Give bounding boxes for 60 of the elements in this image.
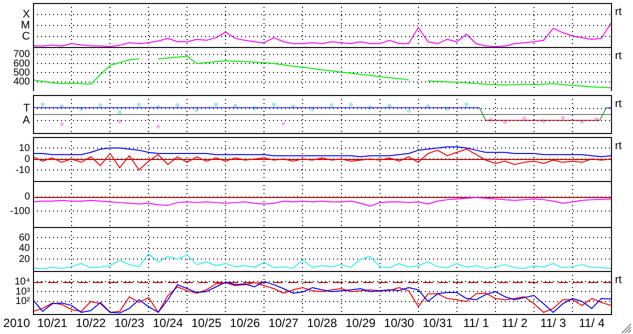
point	[330, 103, 334, 108]
y-tick-label: 0	[24, 154, 30, 165]
x-tick-label: 10/30	[384, 316, 414, 330]
point	[522, 116, 526, 120]
point	[194, 108, 199, 112]
x-tick-label: 10/26	[230, 316, 260, 330]
point	[176, 103, 180, 108]
y-tick-label: 10²	[16, 296, 31, 308]
y-tick-label: 40	[18, 243, 30, 254]
y-tick-label: 60	[18, 232, 30, 244]
text: rt	[615, 98, 622, 110]
point	[272, 102, 276, 106]
x-tick-label: 10/31	[422, 316, 453, 330]
x-tick-label: 10/24	[152, 316, 184, 330]
x-tick-label: 11/ 4	[578, 316, 605, 330]
point	[214, 102, 218, 106]
text: rt	[615, 6, 622, 18]
point	[156, 124, 160, 129]
text: M	[20, 20, 30, 32]
y-tick-label: -10	[16, 164, 30, 176]
point	[40, 102, 45, 106]
text: rt	[615, 50, 622, 62]
text: A	[22, 114, 31, 127]
x-tick-label: 10/29	[346, 316, 376, 330]
y-tick-label: 500	[13, 67, 30, 78]
point	[310, 108, 314, 112]
point	[464, 102, 468, 106]
point	[118, 120, 122, 124]
point	[118, 110, 122, 114]
x-tick-label: 10/28	[306, 316, 338, 330]
y-tick-label: 20	[18, 254, 30, 265]
point	[560, 116, 565, 120]
y-tick-label: 10⁴	[14, 276, 30, 288]
x-tick-label: 11/ 2	[502, 316, 528, 330]
text: C	[22, 30, 30, 43]
y-tick-label: 10	[18, 142, 30, 154]
x-tick-label: 10/22	[76, 316, 106, 330]
y-tick-label: 600	[13, 58, 30, 70]
y-tick-label: 10³	[16, 286, 31, 298]
x-tick-label: 10/27	[268, 316, 299, 330]
x-tick-label: 10/25	[191, 316, 222, 330]
point	[60, 122, 64, 126]
point	[281, 122, 286, 126]
text: rt	[615, 274, 622, 286]
x-tick-label: 11/ 1	[463, 316, 490, 330]
point	[136, 102, 141, 106]
point	[348, 102, 353, 106]
x-tick-label: 10/23	[114, 316, 145, 330]
point	[98, 103, 102, 108]
x-tick-label: 11/ 3	[540, 316, 566, 330]
text: T	[23, 102, 30, 115]
x-axis-title: 2010	[3, 316, 30, 330]
text: X	[22, 8, 31, 21]
y-tick-label: -100	[10, 206, 30, 217]
x-tick-label: 10/21	[37, 316, 68, 330]
y-tick-label: 700	[13, 49, 30, 60]
y-tick-label: 400	[13, 76, 30, 88]
point	[406, 108, 411, 113]
text: rt	[615, 140, 622, 152]
y-tick-label: 0	[24, 192, 30, 203]
